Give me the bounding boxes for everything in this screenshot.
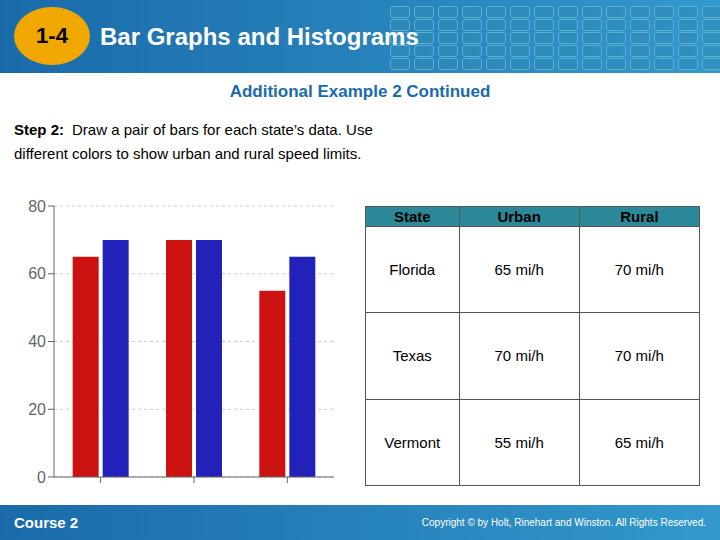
html-text:65 mi/h: 65 mi/h <box>494 261 544 279</box>
html-text:Step 2:: Step 2: <box>14 121 64 138</box>
html-text:Bar Graphs and Histograms: Bar Graphs and Histograms <box>100 22 419 50</box>
html-text:55 mi/h: 55 mi/h <box>494 433 544 451</box>
html-text:70 mi/h: 70 mi/h <box>494 347 544 365</box>
html-text:Florida: Florida <box>389 261 436 279</box>
html-text:1-4: 1-4 <box>36 23 68 48</box>
svg-text:40: 40 <box>28 333 46 350</box>
html-text:Additional Example 2 Continued: Additional Example 2 Continued <box>229 82 491 101</box>
html-text:different colors to show urban: different colors to show urban and rural… <box>14 145 362 162</box>
svg-text:0: 0 <box>37 469 46 486</box>
html-text:State: State <box>393 208 431 225</box>
html-text:Rural: Rural <box>620 208 659 225</box>
html-text:Course 2: Course 2 <box>14 514 79 531</box>
svg-text:60: 60 <box>28 265 46 282</box>
html-text:Vermont: Vermont <box>384 433 441 451</box>
html-text:70 mi/h: 70 mi/h <box>614 347 664 365</box>
html-text:70 mi/h: 70 mi/h <box>614 261 664 279</box>
svg-text:20: 20 <box>28 401 46 418</box>
svg-text:80: 80 <box>28 198 46 215</box>
html-text:Copyright © by Holt, Rinehart: Copyright © by Holt, Rinehart and Winsto… <box>421 517 706 528</box>
html-text:Texas: Texas <box>392 347 432 365</box>
html-text:Urban: Urban <box>497 208 541 225</box>
html-text:Draw a pair of bars for each s: Draw a pair of bars for each state’s dat… <box>72 121 373 138</box>
html-text:65 mi/h: 65 mi/h <box>614 433 664 451</box>
